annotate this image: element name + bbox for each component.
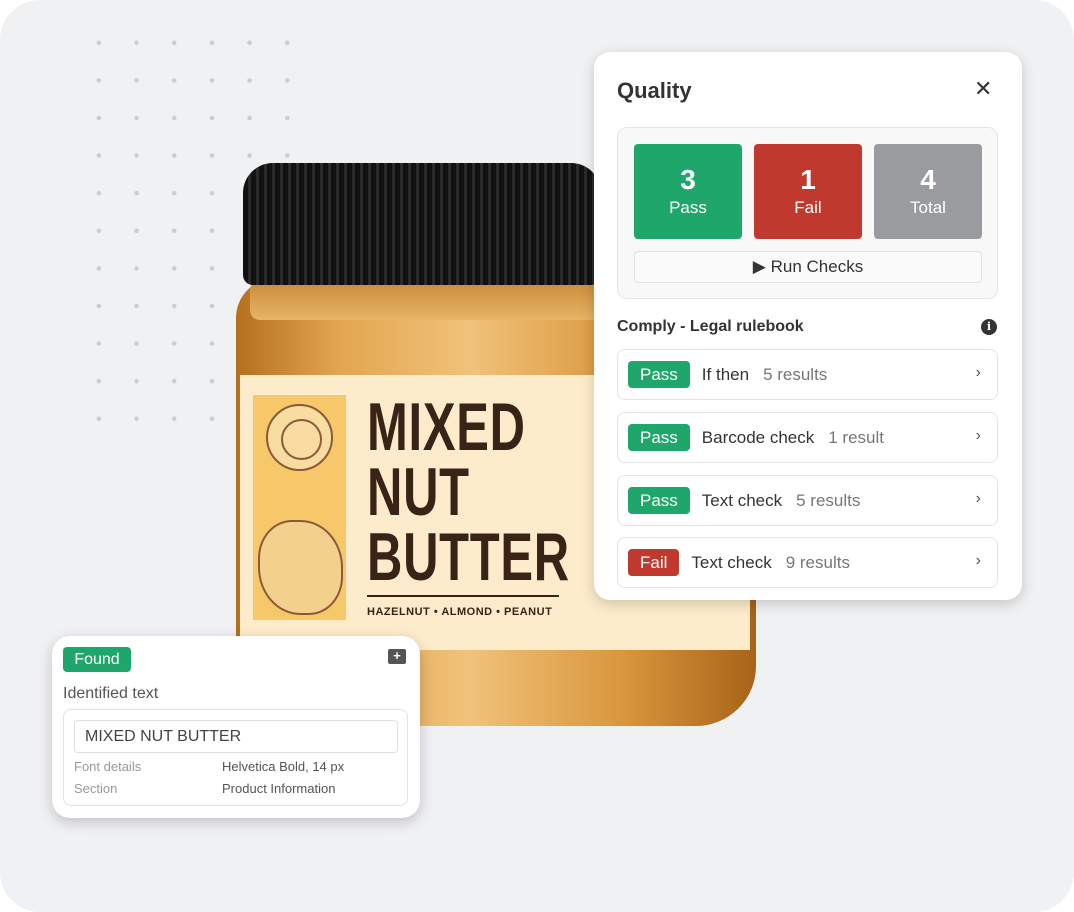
- rule-row[interactable]: Pass Text check 5 results ›: [617, 475, 998, 526]
- divider: [367, 595, 559, 597]
- pass-tile: 3 Pass: [634, 144, 742, 239]
- total-label: Total: [910, 198, 946, 217]
- total-count: 4: [920, 164, 936, 195]
- chevron-right-icon: ›: [975, 427, 981, 444]
- status-badge: Pass: [628, 361, 690, 388]
- status-badge: Pass: [628, 487, 690, 514]
- info-icon[interactable]: i: [981, 319, 997, 335]
- fail-count: 1: [800, 164, 816, 195]
- rule-row[interactable]: Pass Barcode check 1 result ›: [617, 412, 998, 463]
- leaf-emblem-icon: [266, 404, 333, 471]
- add-comment-icon[interactable]: +: [388, 649, 406, 664]
- run-checks-button[interactable]: ▶ Run Checks: [634, 251, 982, 283]
- close-icon[interactable]: ✕: [974, 76, 993, 101]
- details-box: MIXED NUT BUTTER Font details Helvetica …: [63, 709, 408, 806]
- fail-tile: 1 Fail: [754, 144, 862, 239]
- chevron-right-icon: ›: [975, 364, 981, 381]
- font-details-value: Helvetica Bold, 14 px: [222, 759, 345, 774]
- section-title: Comply - Legal rulebook: [617, 318, 804, 335]
- rule-row[interactable]: Pass If then 5 results ›: [617, 349, 998, 400]
- status-badge: Fail: [628, 549, 680, 576]
- chevron-right-icon: ›: [975, 552, 981, 569]
- pass-count: 3: [680, 164, 696, 195]
- section-value: Product Information: [222, 781, 336, 796]
- rule-count: 9 results: [785, 552, 850, 572]
- pass-label: Pass: [669, 198, 707, 217]
- title-line: BUTTER: [367, 519, 570, 595]
- status-badge: Pass: [628, 424, 690, 451]
- rule-name: Text check: [691, 552, 772, 572]
- rule-count: 5 results: [796, 490, 861, 510]
- rule-name: Barcode check: [701, 427, 815, 447]
- title-line: NUT: [367, 454, 470, 530]
- found-card: Found + Identified text MIXED NUT BUTTER…: [52, 636, 420, 818]
- section-label: Section: [74, 781, 118, 796]
- total-tile: 4 Total: [874, 144, 982, 239]
- nuts-illustration-icon: [258, 520, 343, 615]
- title-line: MIXED: [367, 389, 526, 465]
- jar-lid: [243, 163, 601, 285]
- quality-panel: Quality ✕ 3 Pass 1 Fail 4 Total ▶ Run Check…: [594, 52, 1022, 600]
- fail-label: Fail: [794, 198, 822, 217]
- rule-name: Text check: [701, 490, 783, 510]
- summary-box: 3 Pass 1 Fail 4 Total ▶ Run Checks: [617, 127, 998, 299]
- identified-text-field[interactable]: MIXED NUT BUTTER: [74, 720, 398, 753]
- identified-heading: Identified text: [63, 685, 159, 702]
- panel-title: Quality: [617, 78, 692, 103]
- chevron-right-icon: ›: [975, 490, 981, 507]
- product-title: MIXED NUT BUTTER: [367, 389, 583, 595]
- product-subtitle: HAZELNUT • ALMOND • PEANUT: [367, 606, 553, 618]
- rule-count: 1 result: [828, 427, 884, 447]
- found-badge: Found: [63, 647, 131, 672]
- rule-count: 5 results: [763, 364, 828, 384]
- font-details-label: Font details: [74, 759, 142, 774]
- rule-name: If then: [701, 364, 750, 384]
- rule-row[interactable]: Fail Text check 9 results ›: [617, 537, 998, 588]
